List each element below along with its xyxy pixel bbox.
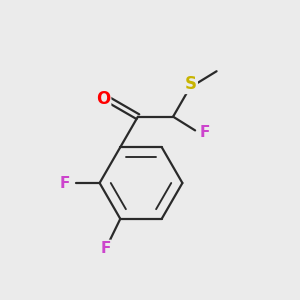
Text: F: F	[100, 241, 110, 256]
Text: S: S	[185, 75, 197, 93]
Text: O: O	[96, 90, 110, 108]
Text: F: F	[200, 125, 210, 140]
Text: F: F	[60, 176, 70, 190]
